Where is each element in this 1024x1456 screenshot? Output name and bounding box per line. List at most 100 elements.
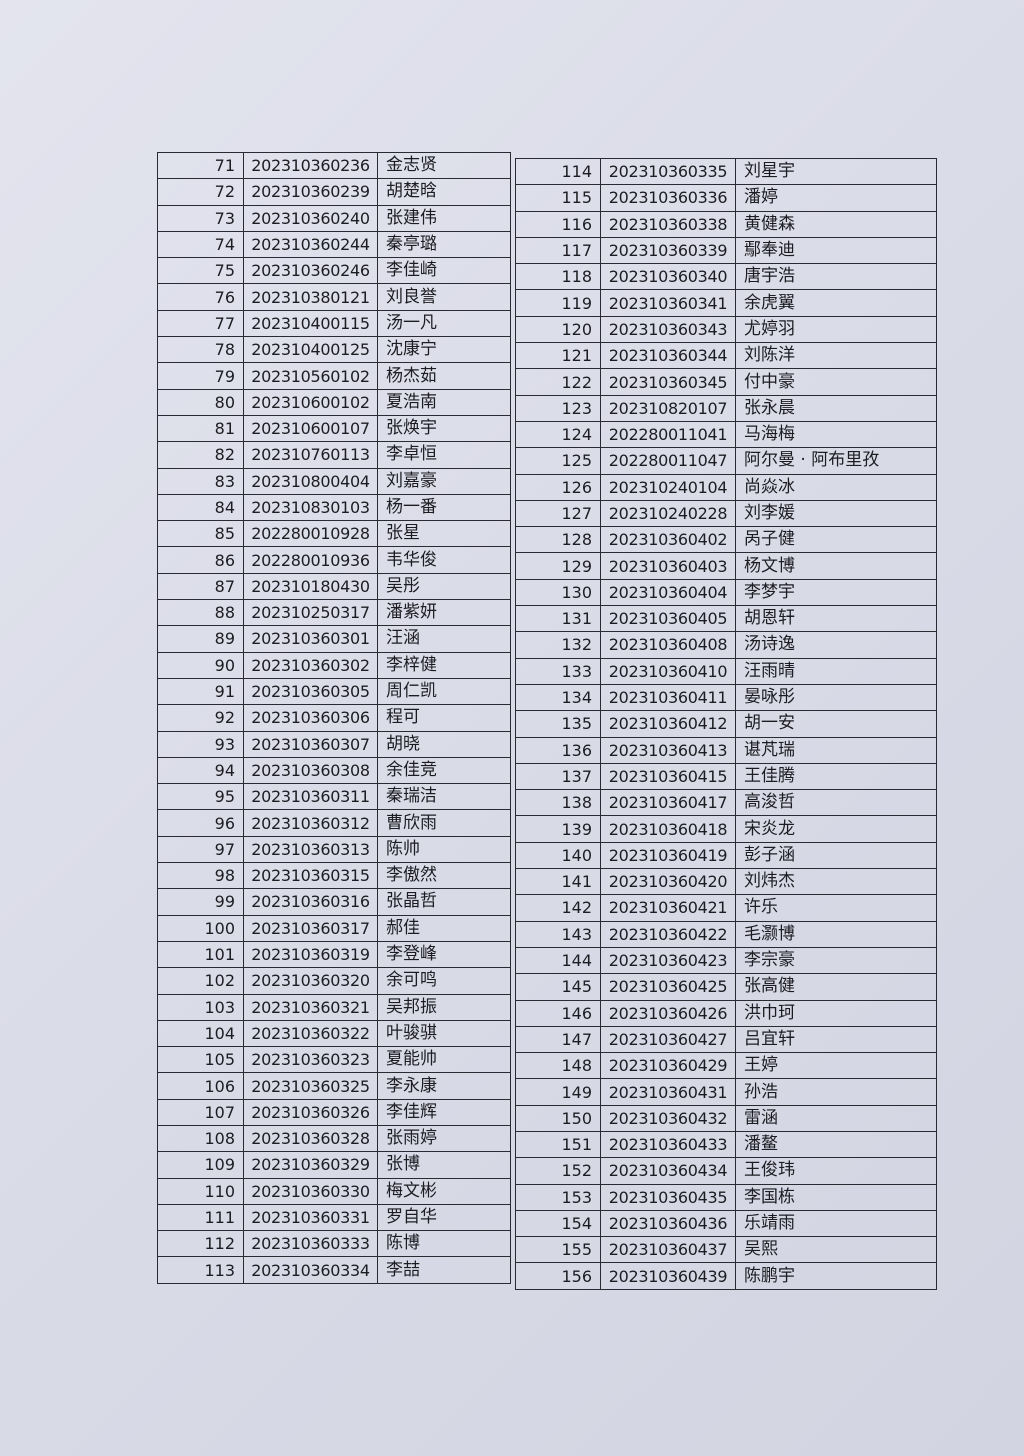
student-id: 202310360308	[243, 756, 378, 785]
table-row: 75 202310360246 李佳崎	[157, 257, 511, 285]
table-row: 121 202310360344 刘陈洋	[515, 342, 937, 370]
student-id: 202310360335	[600, 157, 736, 186]
student-id: 202310800404	[243, 467, 378, 495]
row-number: 129	[515, 552, 601, 580]
student-name: 吴邦振	[377, 993, 511, 1021]
student-name: 陈鹏宇	[735, 1262, 937, 1290]
row-number: 71	[157, 151, 244, 180]
student-table-right: 114 202310360335 刘星宇 115 202310360336 潘婷 116 20…	[515, 157, 937, 1290]
row-number: 106	[157, 1072, 244, 1100]
table-row: 111 202310360331 罗自华	[157, 1203, 511, 1232]
student-id: 202310250317	[243, 599, 378, 627]
student-name: 汤一凡	[377, 309, 511, 338]
table-row: 149 202310360431 孙浩	[515, 1078, 937, 1106]
student-name: 秦亭璐	[377, 230, 511, 259]
table-row: 150 202310360432 雷涵	[515, 1104, 937, 1132]
student-name: 乐靖雨	[735, 1209, 937, 1238]
student-id: 202310360244	[243, 230, 378, 259]
row-number: 110	[157, 1177, 244, 1205]
student-id: 202310360422	[600, 920, 736, 948]
row-number: 138	[515, 789, 601, 817]
table-row: 80 202310600102 夏浩南	[157, 388, 511, 416]
student-id: 202310360421	[600, 894, 736, 922]
student-name: 汤诗逸	[735, 631, 937, 659]
student-id: 202310360408	[600, 631, 736, 659]
table-body: 114 202310360335 刘星宇 115 202310360336 潘婷 116 20…	[515, 157, 937, 1290]
table-row: 145 202310360425 张高健	[515, 973, 937, 1001]
student-id: 202310180430	[243, 572, 378, 601]
row-number: 146	[515, 999, 601, 1027]
student-id: 202310240104	[600, 473, 736, 501]
student-name: 汪雨晴	[735, 657, 937, 685]
table-row: 89 202310360301 汪涵	[157, 625, 511, 653]
table-row: 135 202310360412 胡一安	[515, 710, 937, 738]
student-id: 202310360306	[243, 704, 378, 732]
row-number: 76	[157, 283, 244, 311]
student-name: 王婷	[735, 1052, 937, 1080]
row-number: 149	[515, 1078, 601, 1106]
student-name: 毛灏博	[735, 920, 937, 948]
row-number: 93	[157, 730, 244, 758]
row-number: 124	[515, 420, 601, 449]
table-row: 148 202310360429 王婷	[515, 1052, 937, 1080]
student-id: 202310360433	[600, 1130, 736, 1159]
row-number: 102	[157, 967, 244, 995]
table-row: 86 202280010936 韦华俊	[157, 546, 511, 574]
table-row: 152 202310360434 王俊玮	[515, 1157, 937, 1185]
table-row: 74 202310360244 秦亭璐	[157, 230, 511, 259]
student-name: 金志贤	[377, 151, 511, 180]
row-number: 132	[515, 631, 601, 659]
student-id: 202310360325	[243, 1072, 378, 1100]
student-name: 阿尔曼 · 阿布里孜	[735, 447, 937, 475]
student-id: 202310360429	[600, 1052, 736, 1080]
student-name: 吴熙	[735, 1236, 937, 1264]
student-id: 202310360326	[243, 1098, 378, 1126]
table-row: 83 202310800404 刘嘉豪	[157, 467, 511, 495]
student-name: 沈康宁	[377, 336, 511, 364]
row-number: 143	[515, 920, 601, 948]
student-name: 程可	[377, 704, 511, 732]
student-name: 李梓健	[377, 651, 511, 679]
student-id: 202310560102	[243, 362, 378, 390]
student-id: 202310360339	[600, 236, 736, 265]
row-number: 115	[515, 184, 601, 212]
student-id: 202310360427	[600, 1025, 736, 1054]
table-row: 114 202310360335 刘星宇	[515, 157, 937, 186]
row-number: 145	[515, 973, 601, 1001]
table-row: 123 202310820107 张永晨	[515, 394, 937, 422]
student-name: 刘炜杰	[735, 868, 937, 896]
student-name: 李卓恒	[377, 441, 511, 469]
table-row: 156 202310360439 陈鹏宇	[515, 1262, 937, 1290]
student-name: 李登峰	[377, 940, 511, 969]
student-name: 梅文彬	[377, 1177, 511, 1205]
student-id: 202310360343	[600, 315, 736, 344]
student-id: 202310360246	[243, 257, 378, 285]
student-id: 202310360413	[600, 736, 736, 764]
row-number: 141	[515, 868, 601, 896]
row-number: 155	[515, 1236, 601, 1264]
student-name: 张晶哲	[377, 888, 511, 916]
student-id: 202310360436	[600, 1209, 736, 1238]
row-number: 154	[515, 1209, 601, 1238]
student-name: 潘鳌	[735, 1130, 937, 1159]
table-row: 96 202310360312 曹欣雨	[157, 809, 511, 837]
student-name: 张星	[377, 520, 511, 548]
row-number: 84	[157, 493, 244, 522]
student-name: 杨文博	[735, 552, 937, 580]
row-number: 134	[515, 683, 601, 712]
student-name: 曹欣雨	[377, 809, 511, 837]
student-name: 张高健	[735, 973, 937, 1001]
table-row: 108 202310360328 张雨婷	[157, 1124, 511, 1153]
student-name: 宋炎龙	[735, 815, 937, 843]
row-number: 79	[157, 362, 244, 390]
student-id: 202310360345	[600, 368, 736, 396]
table-row: 76 202310380121 刘良誉	[157, 283, 511, 311]
table-row: 93 202310360307 胡晓	[157, 730, 511, 758]
student-name: 付中豪	[735, 368, 937, 396]
student-name: 马海梅	[735, 420, 937, 449]
table-row: 132 202310360408 汤诗逸	[515, 631, 937, 659]
table-row: 131 202310360405 胡恩轩	[515, 605, 937, 633]
student-name: 杨一番	[377, 493, 511, 522]
student-id: 202310360432	[600, 1104, 736, 1132]
student-name: 晏咏彤	[735, 683, 937, 712]
